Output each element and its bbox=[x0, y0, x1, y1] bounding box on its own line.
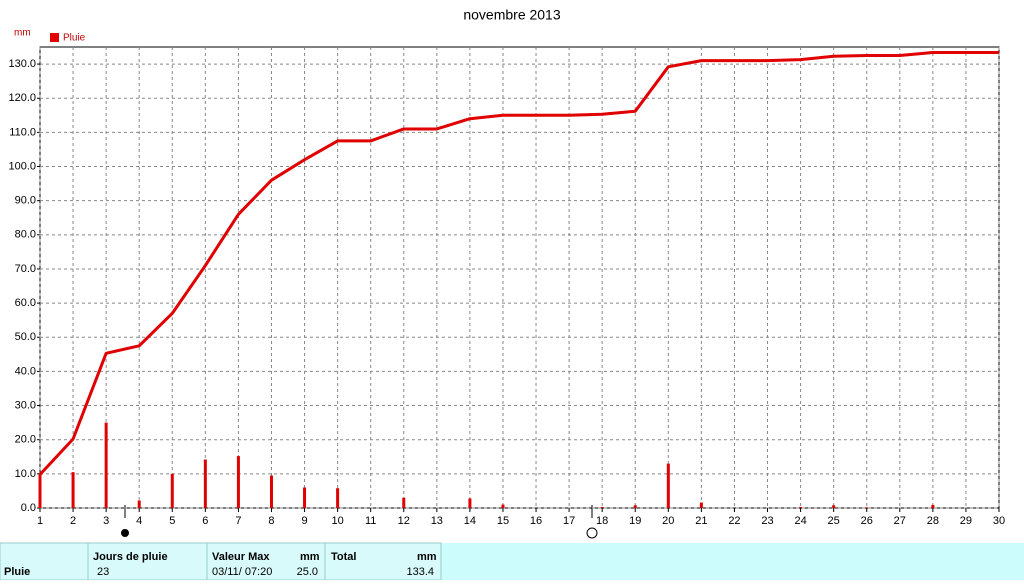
x-tick-label: 22 bbox=[728, 515, 740, 527]
x-tick-label: 13 bbox=[431, 515, 443, 527]
bar bbox=[336, 488, 340, 508]
row-label: Pluie bbox=[4, 566, 30, 578]
chart-title: novembre 2013 bbox=[463, 7, 561, 23]
x-tick-label: 6 bbox=[202, 515, 208, 527]
x-tick-label: 19 bbox=[629, 515, 641, 527]
table-value: 23 bbox=[97, 566, 109, 578]
x-tick-label: 28 bbox=[927, 515, 939, 527]
y-tick-label: 80.0 bbox=[15, 229, 36, 241]
x-tick-label: 20 bbox=[662, 515, 674, 527]
bar bbox=[203, 459, 207, 508]
table-value: 133.4 bbox=[406, 566, 434, 578]
y-tick-label: 30.0 bbox=[15, 399, 36, 411]
bar bbox=[501, 504, 505, 508]
x-tick-label: 1 bbox=[37, 515, 43, 527]
x-tick-label: 12 bbox=[398, 515, 410, 527]
bar bbox=[269, 475, 273, 508]
column-header: mm bbox=[300, 551, 320, 563]
bar bbox=[71, 472, 75, 508]
bar bbox=[137, 500, 141, 508]
x-tick-label: 8 bbox=[268, 515, 274, 527]
bar bbox=[38, 474, 42, 508]
bar bbox=[236, 456, 240, 508]
legend-swatch bbox=[50, 33, 59, 42]
column-header: mm bbox=[417, 551, 437, 563]
bar bbox=[170, 473, 174, 508]
column-header: Valeur Max bbox=[212, 551, 270, 563]
bar bbox=[402, 497, 406, 508]
y-tick-label: 20.0 bbox=[15, 434, 36, 446]
bar bbox=[832, 505, 836, 508]
bar bbox=[931, 504, 935, 508]
bar bbox=[666, 463, 670, 508]
y-tick-label: 110.0 bbox=[9, 126, 36, 138]
line bbox=[38, 50, 999, 476]
x-tick-label: 30 bbox=[993, 515, 1005, 527]
x-tick-label: 4 bbox=[136, 515, 142, 527]
x-tick-label: 23 bbox=[761, 515, 773, 527]
full-moon-icon bbox=[586, 527, 598, 539]
bar bbox=[600, 506, 604, 508]
x-tick-label: 25 bbox=[828, 515, 840, 527]
x-tick-label: 27 bbox=[894, 515, 906, 527]
x-tick-label: 18 bbox=[596, 515, 608, 527]
bar bbox=[104, 422, 108, 508]
bar bbox=[633, 505, 637, 508]
x-tick-label: 14 bbox=[464, 515, 476, 527]
y-tick-label: 90.0 bbox=[15, 195, 36, 207]
column-header: Jours de pluie bbox=[93, 551, 168, 563]
bar bbox=[303, 487, 307, 508]
legend-label: Pluie bbox=[63, 33, 86, 44]
x-tick-label: 5 bbox=[169, 515, 175, 527]
x-tick-label: 15 bbox=[497, 515, 509, 527]
y-tick-label: 60.0 bbox=[15, 297, 36, 309]
x-tick-label: 16 bbox=[530, 515, 542, 527]
y-tick-label: 120.0 bbox=[8, 92, 36, 104]
footer-table: Pluie Jours de pluie Valeur Max mm Total… bbox=[0, 542, 1024, 581]
y-tick-label: 100.0 bbox=[8, 160, 36, 172]
bar bbox=[468, 498, 472, 508]
x-tick-label: 24 bbox=[794, 515, 806, 527]
x-tick-label: 10 bbox=[331, 515, 343, 527]
x-tick-label: 17 bbox=[563, 515, 575, 527]
bar bbox=[799, 506, 803, 508]
bar bbox=[699, 502, 703, 508]
bar bbox=[865, 507, 869, 508]
x-tick-label: 9 bbox=[301, 515, 307, 527]
y-tick-label: 70.0 bbox=[15, 263, 36, 275]
y-tick-label: 40.0 bbox=[15, 365, 36, 377]
table-value: 03/11/ 07:20 bbox=[212, 566, 272, 578]
column-header: Total bbox=[331, 551, 356, 563]
y-tick-label: 50.0 bbox=[15, 331, 36, 343]
y-axis-label: mm bbox=[14, 28, 31, 39]
x-tick-label: 21 bbox=[695, 515, 707, 527]
new-moon-icon bbox=[121, 529, 129, 537]
x-tick-label: 11 bbox=[365, 515, 376, 527]
y-tick-label: 130.0 bbox=[8, 58, 36, 70]
table-value: 25.0 bbox=[297, 566, 318, 578]
x-tick-label: 2 bbox=[70, 515, 76, 527]
x-tick-label: 7 bbox=[235, 515, 241, 527]
y-tick-label: 0.0 bbox=[21, 502, 36, 514]
y-tick-label: 10.0 bbox=[15, 468, 36, 480]
x-tick-label: 29 bbox=[960, 515, 972, 527]
x-tick-label: 26 bbox=[861, 515, 873, 527]
x-tick-label: 3 bbox=[103, 515, 109, 527]
